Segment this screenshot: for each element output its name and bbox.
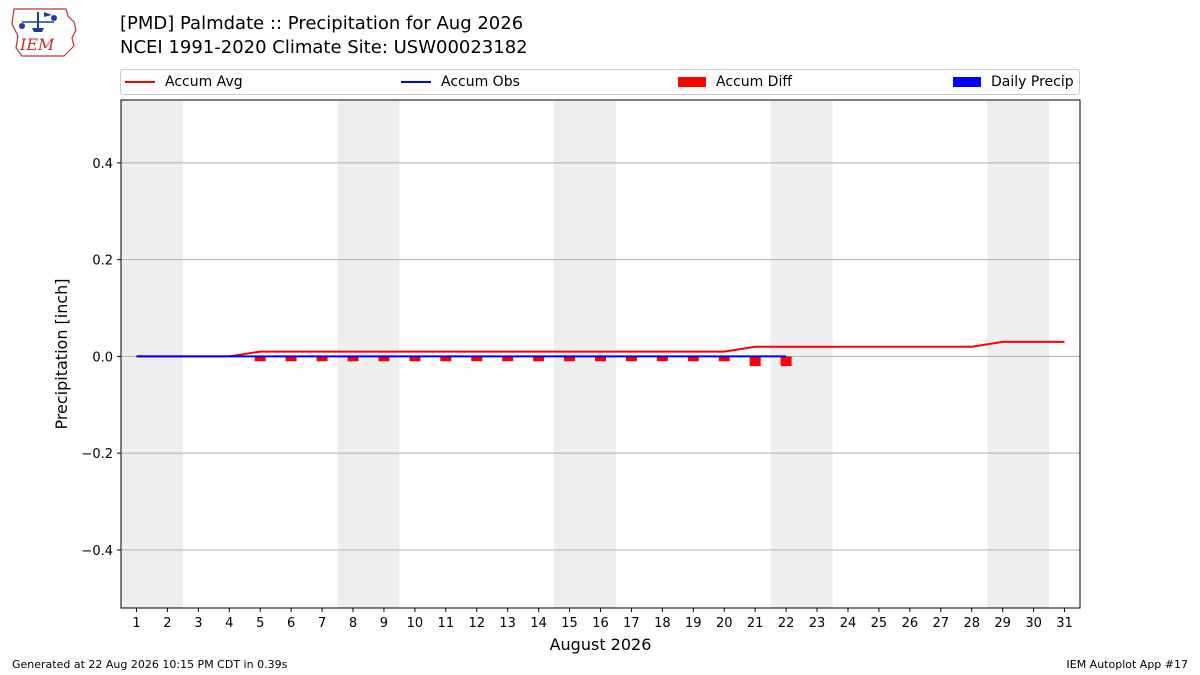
plot-frame: [120, 99, 1081, 609]
legend-swatch: [401, 81, 431, 83]
legend-swatch: [125, 81, 155, 83]
app-label: IEM Autoplot App #17: [1066, 658, 1189, 671]
legend-item-accum-obs: Accum Obs: [401, 70, 520, 94]
legend-item-accum-diff: Accum Diff: [678, 70, 792, 94]
x-tick-label: 5: [256, 616, 264, 631]
x-tick-label: 2: [163, 616, 171, 631]
legend-label: Daily Precip: [991, 74, 1074, 90]
x-tick-label: 20: [716, 616, 733, 631]
legend-label: Accum Avg: [165, 74, 243, 90]
chart-title: [PMD] Palmdate :: Precipitation for Aug …: [120, 13, 524, 34]
accum-diff-bar: [564, 356, 576, 362]
legend-item-accum-avg: Accum Avg: [125, 70, 243, 94]
x-tick-label: 4: [225, 616, 233, 631]
x-tick-label: 30: [1025, 616, 1042, 631]
y-tick-label: −0.4: [81, 544, 113, 559]
legend-item-daily-precip: Daily Precip: [953, 70, 1074, 94]
accum-diff-bar: [687, 356, 699, 362]
legend-swatch: [953, 77, 981, 87]
x-tick-label: 14: [530, 616, 547, 631]
legend: Accum Avg Accum Obs Accum Diff Daily Pre…: [120, 69, 1080, 95]
x-tick-label: 27: [933, 616, 950, 631]
iem-logo: IEM: [11, 8, 77, 57]
accum-diff-bar: [254, 356, 266, 362]
accum-diff-bar: [378, 356, 390, 362]
x-tick-label: 1: [132, 616, 140, 631]
y-axis-label: Precipitation [inch]: [52, 278, 71, 429]
x-tick-label: 15: [561, 616, 578, 631]
accum-diff-bar: [780, 356, 792, 367]
weekend-band: [121, 100, 183, 608]
x-tick-label: 21: [747, 616, 764, 631]
x-tick-label: 19: [685, 616, 702, 631]
x-tick-label: 12: [468, 616, 485, 631]
accum-diff-bar: [625, 356, 637, 362]
x-tick-label: 11: [438, 616, 455, 631]
x-tick-label: 9: [380, 616, 388, 631]
y-tick-label: 0.4: [92, 157, 113, 172]
chart-subtitle: NCEI 1991-2020 Climate Site: USW00023182: [120, 37, 528, 58]
accum-diff-bar: [718, 356, 730, 362]
logo-text: IEM: [19, 35, 55, 54]
x-tick-label: 10: [407, 616, 424, 631]
x-tick-label: 6: [287, 616, 295, 631]
weekend-band: [337, 100, 400, 608]
accum-diff-bar: [285, 356, 297, 362]
weekend-band: [987, 100, 1050, 608]
legend-label: Accum Obs: [441, 74, 520, 90]
y-tick-label: 0.0: [92, 350, 113, 365]
x-tick-label: 23: [809, 616, 826, 631]
accum-diff-bar: [749, 356, 761, 367]
x-tick-label: 28: [963, 616, 980, 631]
weekend-band: [554, 100, 616, 608]
y-tick-label: 0.2: [92, 254, 113, 269]
x-axis-label: August 2026: [550, 635, 652, 654]
x-tick-label: 8: [349, 616, 357, 631]
weekend-band: [770, 100, 833, 608]
x-tick-label: 25: [871, 616, 888, 631]
x-tick-label: 26: [902, 616, 919, 631]
accum-avg-line: [136, 340, 1065, 358]
accum-diff-bar: [595, 356, 606, 362]
accum-diff-bar: [502, 356, 514, 362]
x-tick-label: 16: [592, 616, 609, 631]
accum-diff-bar: [471, 356, 483, 362]
x-tick-label: 18: [654, 616, 671, 631]
x-tick-label: 3: [194, 616, 202, 631]
x-tick-label: 29: [994, 616, 1011, 631]
accum-diff-bar: [533, 356, 545, 362]
y-tick-label: −0.2: [81, 447, 113, 462]
weather-station-icon: [19, 12, 57, 32]
x-tick-label: 22: [778, 616, 795, 631]
x-tick-label: 7: [318, 616, 326, 631]
accum-diff-bar: [656, 356, 668, 362]
x-tick-label: 17: [623, 616, 640, 631]
x-tick-label: 24: [840, 616, 857, 631]
accum-diff-bar: [409, 356, 421, 362]
legend-swatch: [678, 77, 706, 87]
accum-diff-bar: [316, 356, 328, 362]
legend-label: Accum Diff: [716, 74, 793, 90]
x-tick-label: 31: [1056, 616, 1073, 631]
generated-timestamp: Generated at 22 Aug 2026 10:15 PM CDT in…: [12, 658, 288, 671]
accum-diff-bar: [347, 356, 359, 362]
accum-diff-bar: [440, 356, 452, 362]
x-tick-label: 13: [499, 616, 516, 631]
